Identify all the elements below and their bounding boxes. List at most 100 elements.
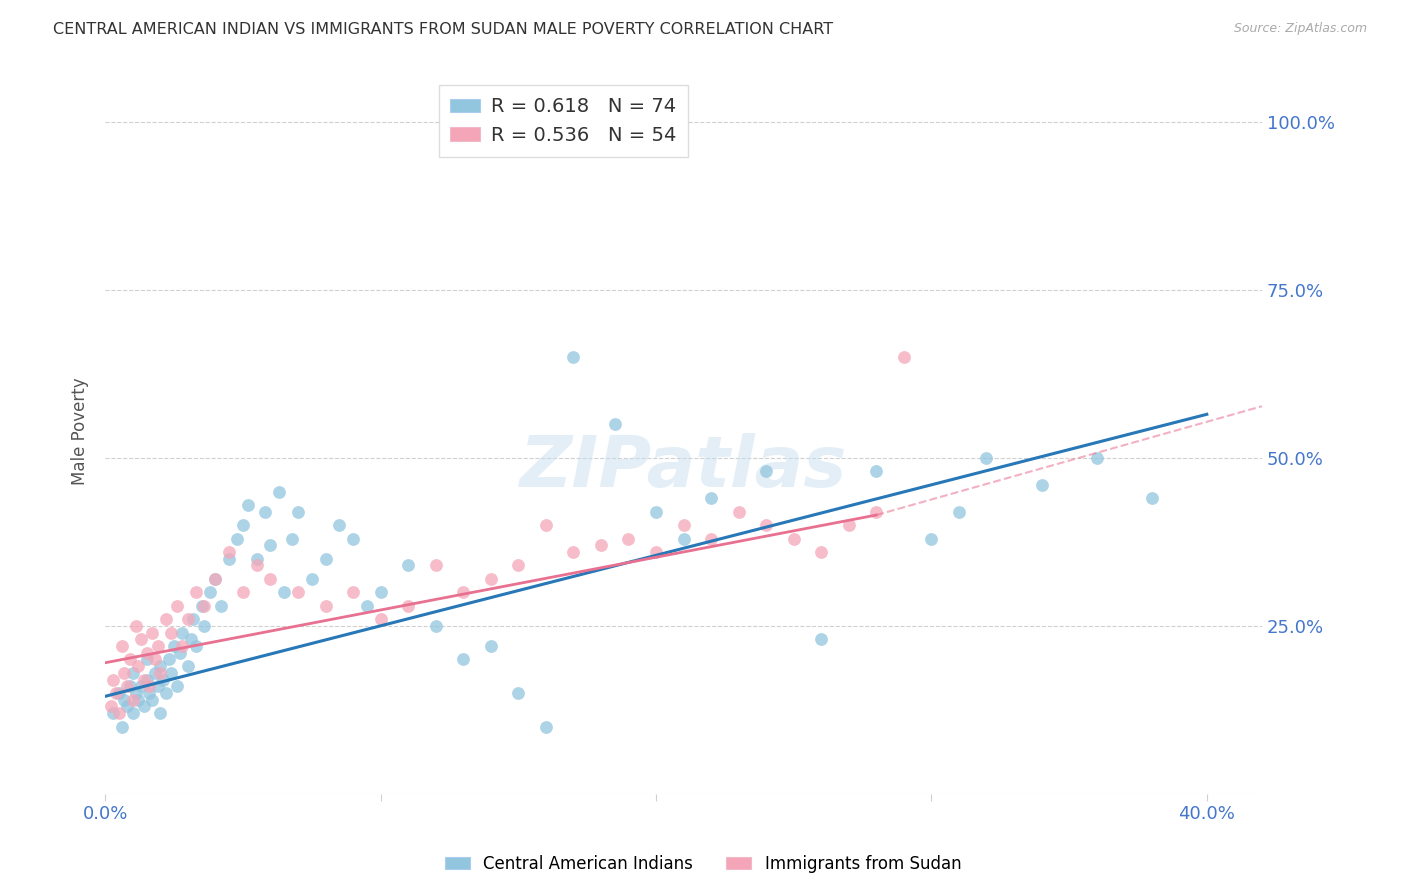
Point	[562, 350, 585, 364]
Point	[204, 572, 226, 586]
Point	[534, 518, 557, 533]
Point	[562, 545, 585, 559]
Point	[111, 639, 134, 653]
Point	[226, 532, 249, 546]
Point	[114, 692, 136, 706]
Point	[838, 518, 860, 533]
Point	[508, 558, 530, 573]
Point	[121, 665, 143, 680]
Point	[451, 652, 474, 666]
Point	[193, 619, 215, 633]
Point	[184, 585, 207, 599]
Point	[177, 612, 200, 626]
Point	[232, 585, 254, 599]
Point	[976, 450, 998, 465]
Text: ZIPatlas: ZIPatlas	[520, 433, 848, 502]
Point	[218, 545, 240, 559]
Point	[190, 599, 212, 613]
Point	[160, 625, 183, 640]
Point	[672, 532, 695, 546]
Point	[146, 639, 169, 653]
Point	[160, 665, 183, 680]
Point	[193, 599, 215, 613]
Point	[127, 659, 149, 673]
Point	[135, 646, 157, 660]
Point	[920, 532, 942, 546]
Point	[783, 532, 806, 546]
Point	[103, 706, 125, 720]
Point	[177, 659, 200, 673]
Point	[645, 545, 668, 559]
Point	[267, 484, 290, 499]
Point	[146, 679, 169, 693]
Point	[163, 639, 186, 653]
Point	[111, 719, 134, 733]
Point	[253, 505, 276, 519]
Point	[118, 652, 141, 666]
Point	[342, 532, 364, 546]
Point	[246, 558, 269, 573]
Legend: Central American Indians, Immigrants from Sudan: Central American Indians, Immigrants fro…	[439, 848, 967, 880]
Point	[259, 538, 281, 552]
Point	[132, 673, 155, 687]
Point	[315, 599, 337, 613]
Point	[396, 599, 419, 613]
Point	[100, 699, 122, 714]
Point	[425, 558, 447, 573]
Point	[141, 692, 163, 706]
Point	[169, 646, 191, 660]
Point	[129, 632, 152, 647]
Point	[114, 665, 136, 680]
Point	[238, 498, 260, 512]
Point	[589, 538, 612, 552]
Point	[204, 572, 226, 586]
Point	[645, 505, 668, 519]
Point	[315, 551, 337, 566]
Point	[370, 612, 392, 626]
Text: Source: ZipAtlas.com: Source: ZipAtlas.com	[1233, 22, 1367, 36]
Point	[755, 464, 778, 478]
Point	[138, 686, 160, 700]
Point	[108, 706, 131, 720]
Point	[155, 612, 177, 626]
Point	[281, 532, 304, 546]
Point	[273, 585, 295, 599]
Point	[1085, 450, 1108, 465]
Point	[700, 532, 723, 546]
Point	[108, 686, 131, 700]
Point	[479, 639, 502, 653]
Point	[149, 659, 172, 673]
Point	[105, 686, 128, 700]
Point	[301, 572, 323, 586]
Point	[127, 692, 149, 706]
Point	[149, 665, 172, 680]
Point	[672, 518, 695, 533]
Point	[149, 706, 172, 720]
Point	[172, 639, 194, 653]
Point	[1140, 491, 1163, 506]
Point	[141, 625, 163, 640]
Point	[117, 679, 139, 693]
Point	[121, 706, 143, 720]
Point	[209, 599, 232, 613]
Legend: R = 0.618   N = 74, R = 0.536   N = 54: R = 0.618 N = 74, R = 0.536 N = 54	[439, 86, 689, 157]
Point	[232, 518, 254, 533]
Point	[865, 464, 887, 478]
Point	[508, 686, 530, 700]
Point	[152, 673, 174, 687]
Point	[129, 679, 152, 693]
Point	[138, 679, 160, 693]
Y-axis label: Male Poverty: Male Poverty	[72, 377, 89, 485]
Point	[700, 491, 723, 506]
Point	[727, 505, 749, 519]
Point	[603, 417, 626, 432]
Point	[810, 545, 832, 559]
Point	[246, 551, 269, 566]
Point	[396, 558, 419, 573]
Point	[287, 585, 309, 599]
Point	[184, 639, 207, 653]
Point	[810, 632, 832, 647]
Point	[218, 551, 240, 566]
Point	[135, 673, 157, 687]
Point	[534, 719, 557, 733]
